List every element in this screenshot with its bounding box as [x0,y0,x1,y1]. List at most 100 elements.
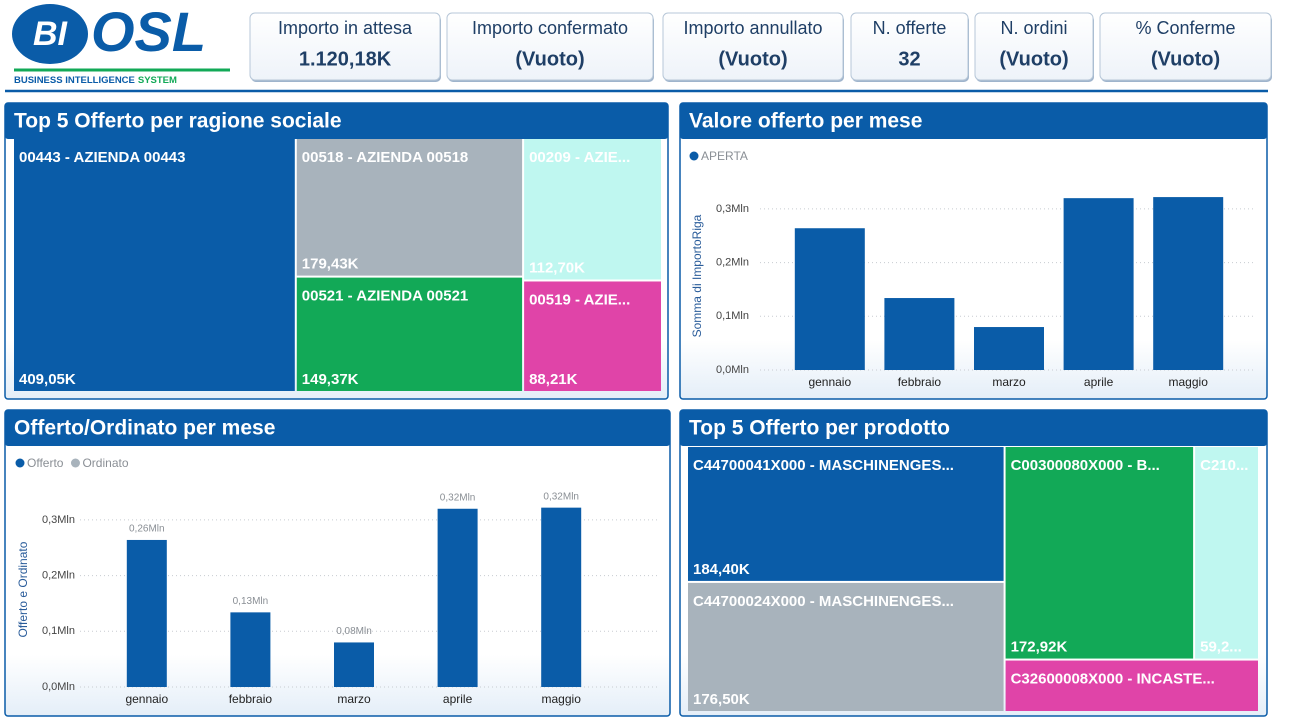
y-tick-label: 0,2Mln [716,257,749,269]
data-label: 0,32Mln [543,491,579,502]
bar [1153,197,1224,370]
tile-label: C32600008X000 - INCASTE... [1011,671,1215,688]
y-tick-label: 0,2Mln [42,570,75,582]
tile-label: C44700041X000 - MASCHINENGES... [693,457,954,474]
kpi-label: N. offerte [873,18,947,38]
tile-value: 176,50K [693,691,750,708]
y-tick-label: 0,3Mln [716,203,749,215]
legend-dot [689,151,699,161]
bar [437,508,478,687]
x-tick-label: maggio [542,692,582,706]
y-tick-label: 0,1Mln [42,625,75,637]
logo-tagline: BUSINESS INTELLIGENCE SYSTEM [14,75,177,86]
kpi-value: 1.120,18K [299,48,392,70]
treemap-tile [688,582,1004,711]
bar [884,298,955,370]
tile-label: 00518 - AZIENDA 00518 [302,149,468,166]
bar [126,539,167,687]
panel-title: Top 5 Offerto per ragione sociale [14,110,342,133]
y-tick-label: 0,3Mln [42,514,75,526]
legend-dot [70,458,80,468]
x-tick-label: marzo [337,692,371,706]
panel-title: Valore offerto per mese [689,110,922,133]
treemap-tile [296,139,523,276]
kpi-value: (Vuoto) [1151,48,1220,70]
tile-value: 409,05K [19,371,76,388]
treemap-tile [14,139,295,391]
treemap-tile [524,281,661,391]
tile-value: 59,2... [1200,639,1242,656]
treemap-tile [1005,660,1258,711]
treemap-tile [1005,447,1194,659]
data-label: 0,13Mln [233,596,269,607]
legend-dot [15,458,25,468]
panel-header [5,103,668,139]
logo-tagline-1: BUSINESS INTELLIGENCE [14,75,135,86]
tile-value: 179,43K [302,256,359,273]
tile-label: C210... [1200,457,1248,474]
treemap-tile [688,447,1004,581]
panel-header [680,103,1267,139]
tile-value: 88,21K [529,371,578,388]
kpi-label: % Conferme [1135,18,1235,38]
tile-value: 184,40K [693,561,750,578]
kpi-card [662,12,844,81]
treemap-tile [296,277,523,391]
treemap-tile [1195,447,1258,659]
y-tick-label: 0,0Mln [42,681,75,693]
data-label: 0,08Mln [336,626,372,637]
kpi-label: N. ordini [1000,18,1067,38]
panel-title: Top 5 Offerto per prodotto [689,417,950,440]
kpi-card [1099,12,1272,81]
legend-label: APERTA [701,149,748,163]
tile-label: 00443 - AZIENDA 00443 [19,149,185,166]
logo-name: OSL [91,0,206,63]
kpi-label: Importo annullato [683,18,822,38]
x-tick-label: febbraio [898,375,942,389]
kpi-card [446,12,654,81]
treemap-tile [524,139,661,280]
kpi-label: Importo confermato [472,18,628,38]
tile-value: 149,37K [302,371,359,388]
tile-value: 172,92K [1011,639,1068,656]
x-tick-label: marzo [992,375,1026,389]
x-tick-label: aprile [443,692,473,706]
logo-mark: BI [33,15,69,53]
kpi-card [249,12,441,81]
legend-label: Offerto [27,456,64,470]
tile-label: C44700024X000 - MASCHINENGES... [693,593,954,610]
x-tick-label: gennaio [125,692,168,706]
bar [230,612,271,687]
x-tick-label: maggio [1169,375,1209,389]
y-tick-label: 0,1Mln [716,310,749,322]
logo-badge [12,4,88,64]
kpi-card [850,12,969,81]
legend-label: Ordinato [82,456,128,470]
tile-label: 00209 - AZIE... [529,149,630,166]
x-tick-label: aprile [1084,375,1114,389]
logo-tagline-2: SYSTEM [138,75,177,86]
bar [541,507,582,687]
bar [974,327,1044,370]
kpi-value: (Vuoto) [515,48,584,70]
logo: BI OSL BUSINESS INTELLIGENCE SYSTEM [12,0,230,86]
panel-header [5,410,670,446]
tile-label: 00519 - AZIE... [529,291,630,308]
kpi-value: (Vuoto) [999,48,1068,70]
tile-label: C00300080X000 - B... [1011,457,1160,474]
panel-header [680,410,1267,446]
y-axis-title: Somma di ImportoRiga [690,214,704,337]
kpi-value: (Vuoto) [718,48,787,70]
tile-label: 00521 - AZIENDA 00521 [302,288,468,305]
x-tick-label: febbraio [229,692,273,706]
bar [794,228,865,370]
y-axis-title: Offerto e Ordinato [16,541,30,637]
data-label: 0,26Mln [129,524,165,535]
tile-value: 112,70K [529,259,585,276]
data-label: 0,32Mln [440,492,476,503]
y-tick-label: 0,0Mln [716,364,749,376]
kpi-card [974,12,1094,81]
kpi-label: Importo in attesa [278,18,413,38]
x-tick-label: gennaio [808,375,851,389]
